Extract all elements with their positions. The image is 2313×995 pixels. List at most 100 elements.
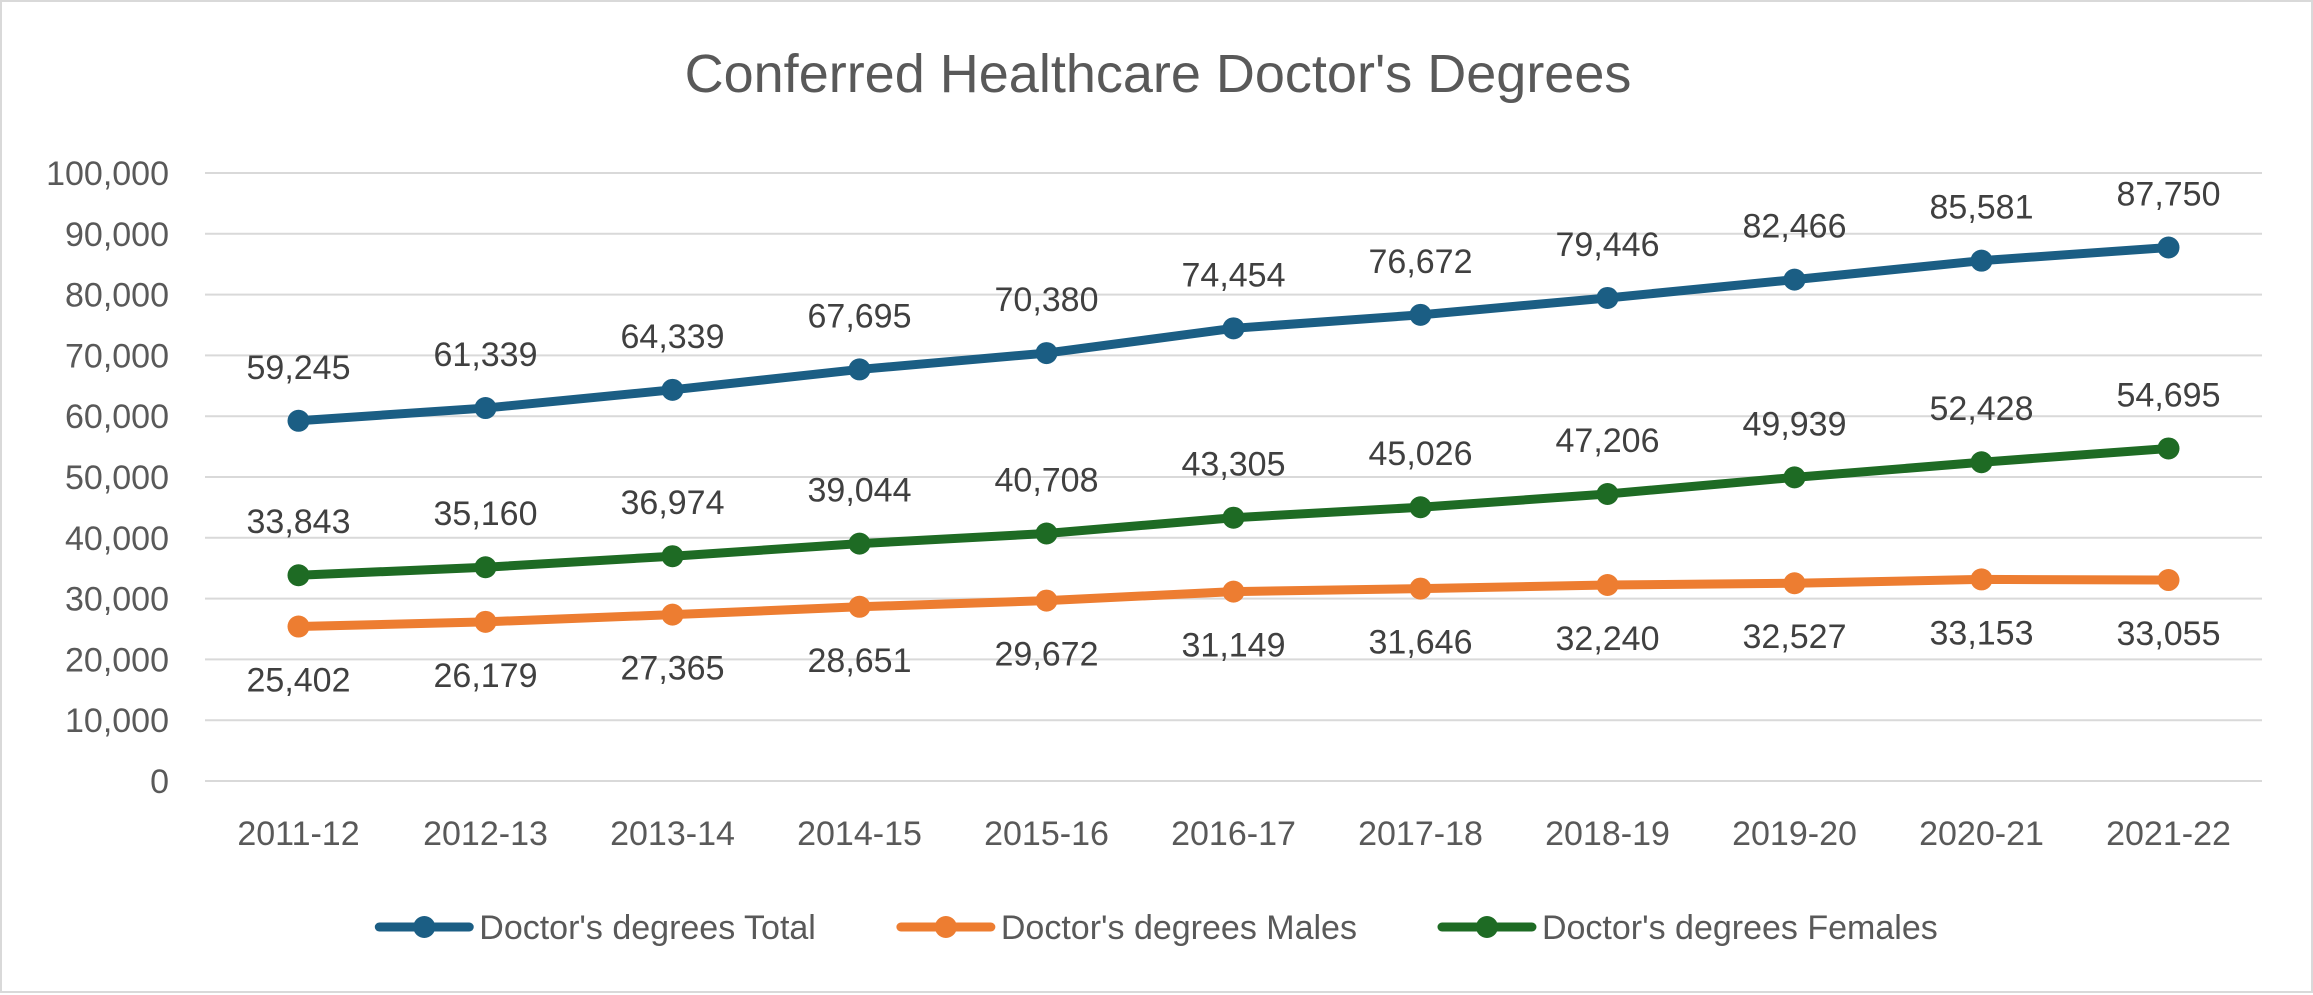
data-label: 32,527 bbox=[1743, 618, 1847, 656]
data-label: 29,672 bbox=[995, 636, 1099, 674]
data-labels: 59,245 61,339 64,339 67,695 70,380 74,454 76,6… bbox=[247, 175, 2221, 699]
data-point bbox=[2157, 236, 2180, 259]
data-label: 61,339 bbox=[434, 336, 538, 374]
y-tick-label: 80,000 bbox=[65, 277, 169, 315]
y-tick-label: 0 bbox=[150, 763, 169, 801]
data-label: 54,695 bbox=[2117, 376, 2221, 414]
y-tick-label: 30,000 bbox=[65, 581, 169, 619]
y-tick-label: 90,000 bbox=[65, 216, 169, 254]
data-label: 31,646 bbox=[1369, 624, 1473, 662]
gridlines bbox=[205, 172, 2262, 782]
data-point bbox=[848, 358, 871, 381]
legend-marker bbox=[934, 916, 957, 938]
data-point bbox=[1783, 268, 1806, 291]
legend-item: Doctor's degrees Males bbox=[896, 909, 1357, 947]
data-point bbox=[848, 532, 871, 555]
x-tick-label: 2019-20 bbox=[1732, 815, 1857, 853]
y-tick-label: 70,000 bbox=[65, 337, 169, 375]
data-point bbox=[474, 610, 497, 633]
x-axis-tick-labels: 2011-12 2012-13 2013-14 2014-15 2015-16 2016-… bbox=[237, 815, 2231, 853]
data-label: 31,149 bbox=[1182, 627, 1286, 665]
data-point bbox=[1596, 573, 1619, 596]
data-label: 35,160 bbox=[434, 495, 538, 533]
legend: Doctor's degrees Total Doctor's degrees M… bbox=[374, 909, 1938, 947]
x-tick-label: 2012-13 bbox=[423, 815, 548, 853]
data-label: 76,672 bbox=[1369, 243, 1473, 281]
y-tick-label: 100,000 bbox=[46, 155, 169, 193]
y-tick-label: 50,000 bbox=[65, 459, 169, 497]
data-point bbox=[1970, 249, 1993, 272]
data-label: 28,651 bbox=[808, 642, 912, 680]
data-point bbox=[1035, 522, 1058, 545]
series-2 bbox=[287, 437, 2180, 587]
data-label: 52,428 bbox=[1930, 390, 2034, 428]
data-point bbox=[848, 595, 871, 618]
x-tick-label: 2018-19 bbox=[1545, 815, 1670, 853]
x-tick-label: 2017-18 bbox=[1358, 815, 1483, 853]
data-label: 32,240 bbox=[1556, 620, 1660, 658]
data-point bbox=[1222, 317, 1245, 340]
data-label: 25,402 bbox=[247, 662, 351, 700]
data-label: 74,454 bbox=[1182, 256, 1286, 294]
data-point bbox=[1783, 466, 1806, 489]
legend-item: Doctor's degrees Females bbox=[1437, 909, 1938, 947]
data-point bbox=[287, 564, 310, 587]
y-tick-label: 20,000 bbox=[65, 641, 169, 679]
data-label: 33,153 bbox=[1930, 614, 2034, 652]
data-label: 43,305 bbox=[1182, 446, 1286, 484]
legend-marker bbox=[413, 916, 436, 938]
data-label: 70,380 bbox=[995, 281, 1099, 319]
series-0 bbox=[287, 236, 2180, 432]
data-point bbox=[1409, 496, 1432, 519]
data-label: 59,245 bbox=[247, 349, 351, 387]
x-tick-label: 2013-14 bbox=[610, 815, 735, 853]
x-tick-label: 2011-12 bbox=[237, 815, 359, 853]
legend-label: Doctor's degrees Total bbox=[479, 909, 816, 947]
data-label: 79,446 bbox=[1556, 226, 1660, 264]
data-label: 39,044 bbox=[808, 472, 912, 510]
data-point bbox=[1409, 577, 1432, 600]
data-label: 36,974 bbox=[621, 484, 725, 522]
data-point bbox=[661, 378, 684, 401]
data-label: 64,339 bbox=[621, 318, 725, 356]
data-point bbox=[661, 545, 684, 568]
data-label: 27,365 bbox=[621, 650, 725, 688]
legend-label: Doctor's degrees Males bbox=[1001, 909, 1357, 947]
x-tick-label: 2020-21 bbox=[1919, 815, 2044, 853]
data-point bbox=[1596, 482, 1619, 505]
series-lines bbox=[287, 236, 2180, 638]
data-label: 26,179 bbox=[434, 657, 538, 695]
data-point bbox=[1970, 451, 1993, 474]
data-point bbox=[2157, 569, 2180, 592]
data-label: 33,843 bbox=[247, 503, 351, 541]
series-1 bbox=[287, 568, 2180, 638]
data-label: 45,026 bbox=[1369, 435, 1473, 473]
y-tick-label: 10,000 bbox=[65, 702, 169, 740]
data-point bbox=[1783, 572, 1806, 595]
data-label: 82,466 bbox=[1743, 208, 1847, 246]
data-point bbox=[1970, 568, 1993, 591]
y-axis-tick-labels: 0 10,000 20,000 30,000 40,000 50,000 60,000 70,… bbox=[46, 155, 169, 801]
data-point bbox=[1222, 506, 1245, 529]
data-label: 87,750 bbox=[2117, 175, 2221, 213]
legend-label: Doctor's degrees Females bbox=[1542, 909, 1938, 947]
data-label: 33,055 bbox=[2117, 615, 2221, 653]
data-point bbox=[1222, 580, 1245, 603]
data-point bbox=[1409, 303, 1432, 326]
data-point bbox=[1035, 589, 1058, 612]
legend-marker bbox=[1475, 916, 1498, 938]
data-point bbox=[1035, 342, 1058, 365]
y-tick-label: 40,000 bbox=[65, 520, 169, 558]
data-point bbox=[474, 397, 497, 420]
chart-title: Conferred Healthcare Doctor's Degrees bbox=[685, 44, 1632, 104]
x-tick-label: 2016-17 bbox=[1171, 815, 1296, 853]
data-label: 47,206 bbox=[1556, 422, 1660, 460]
x-tick-label: 2014-15 bbox=[797, 815, 922, 853]
data-point bbox=[474, 556, 497, 579]
x-tick-label: 2021-22 bbox=[2106, 815, 2231, 853]
legend-item: Doctor's degrees Total bbox=[374, 909, 816, 947]
data-label: 49,939 bbox=[1743, 405, 1847, 443]
data-point bbox=[1596, 286, 1619, 309]
data-point bbox=[287, 615, 310, 638]
